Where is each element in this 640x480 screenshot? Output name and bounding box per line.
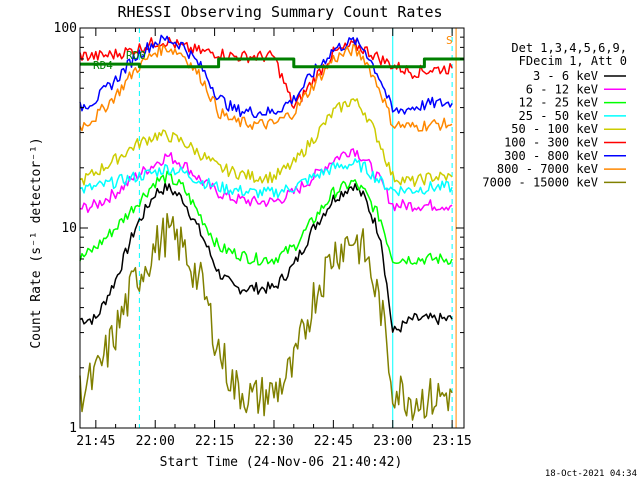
series-line-2 bbox=[79, 148, 453, 214]
y-axis-label: Count Rate (s⁻¹ detector⁻¹) bbox=[29, 137, 44, 348]
series-line-1 bbox=[79, 182, 453, 333]
series-line-8 bbox=[79, 43, 453, 132]
legend-label-8: 800 - 7000 keV bbox=[497, 162, 598, 176]
legend-label-2: 6 - 12 keV bbox=[526, 82, 598, 96]
legend-header-line-2: FDecim 1, Att 0 bbox=[519, 54, 627, 68]
legend-label-7: 300 - 800 keV bbox=[504, 149, 598, 163]
series-line-7 bbox=[79, 34, 453, 119]
annotation-s: S bbox=[446, 34, 453, 47]
legend: Det 1,3,4,5,6,9, FDecim 1, Att 0 3 - 6 k… bbox=[482, 41, 627, 189]
x-tick-label-6: 23:00 bbox=[373, 434, 412, 449]
legend-label-6: 100 - 300 keV bbox=[504, 136, 598, 150]
legend-label-9: 7000 - 15000 keV bbox=[482, 175, 598, 189]
x-tick-label-5: 22:45 bbox=[314, 434, 353, 449]
x-tick-label-1: 21:45 bbox=[76, 434, 115, 449]
series-line-3 bbox=[79, 170, 453, 266]
plot-frame bbox=[79, 27, 465, 429]
legend-label-5: 50 - 100 keV bbox=[511, 122, 598, 136]
x-tick-label-2: 22:00 bbox=[136, 434, 175, 449]
y-tick-label-3: 100 bbox=[54, 21, 77, 36]
legend-label-1: 3 - 6 keV bbox=[533, 69, 598, 83]
series-line-4 bbox=[79, 158, 453, 199]
annotations: RD0 RD4 S bbox=[93, 34, 453, 72]
series-line-flag bbox=[80, 57, 464, 69]
x-tick-label-7: 23:15 bbox=[433, 434, 472, 449]
x-tick-label-3: 22:15 bbox=[195, 434, 234, 449]
series-line-5 bbox=[79, 98, 453, 187]
series-line-9 bbox=[79, 212, 453, 421]
series-group bbox=[79, 34, 464, 421]
timestamp: 18-Oct-2021 04:34 bbox=[545, 469, 637, 479]
legend-label-4: 25 - 50 keV bbox=[519, 109, 598, 123]
annotation-rd4: RD4 bbox=[93, 59, 113, 72]
legend-label-3: 12 - 25 keV bbox=[519, 96, 598, 110]
y-tick-label-1: 1 bbox=[69, 421, 77, 436]
chart-title: RHESSI Observing Summary Count Rates bbox=[117, 3, 442, 21]
annotation-rd0: RD0 bbox=[126, 49, 146, 62]
y-tick-label-2: 10 bbox=[61, 221, 77, 236]
axes: 21:45 22:00 22:15 22:30 22:45 23:00 23:15 1 10 10… bbox=[54, 21, 472, 449]
x-axis-label: Start Time (24-Nov-06 21:40:42) bbox=[160, 455, 403, 470]
x-tick-label-4: 22:30 bbox=[254, 434, 293, 449]
legend-header-line-1: Det 1,3,4,5,6,9, bbox=[511, 41, 627, 55]
